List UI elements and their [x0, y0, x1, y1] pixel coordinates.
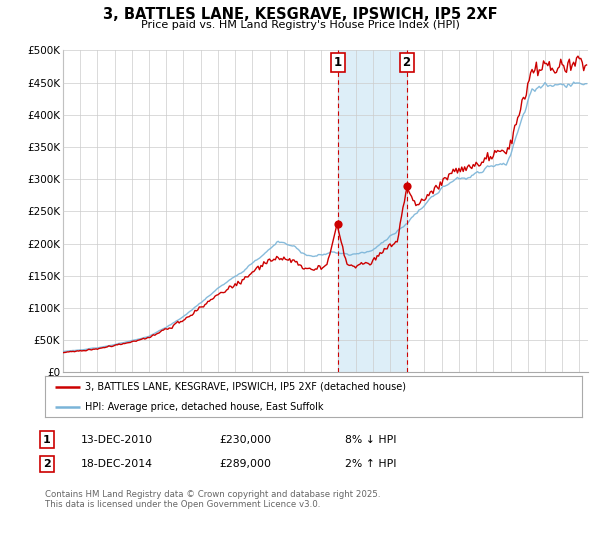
Text: £230,000: £230,000	[219, 435, 271, 445]
Text: £289,000: £289,000	[219, 459, 271, 469]
Text: 3, BATTLES LANE, KESGRAVE, IPSWICH, IP5 2XF: 3, BATTLES LANE, KESGRAVE, IPSWICH, IP5 …	[103, 7, 497, 22]
Text: 2: 2	[403, 55, 410, 68]
Text: 13-DEC-2010: 13-DEC-2010	[81, 435, 153, 445]
Text: 18-DEC-2014: 18-DEC-2014	[81, 459, 153, 469]
Text: 1: 1	[334, 55, 341, 68]
Text: 2: 2	[43, 459, 50, 469]
Text: Price paid vs. HM Land Registry's House Price Index (HPI): Price paid vs. HM Land Registry's House …	[140, 20, 460, 30]
Text: Contains HM Land Registry data © Crown copyright and database right 2025.
This d: Contains HM Land Registry data © Crown c…	[45, 490, 380, 510]
Bar	[338, 50, 407, 372]
Text: HPI: Average price, detached house, East Suffolk: HPI: Average price, detached house, East…	[85, 402, 324, 412]
Text: 2% ↑ HPI: 2% ↑ HPI	[345, 459, 397, 469]
Point	[402, 182, 412, 191]
Text: 1: 1	[43, 435, 50, 445]
Text: 3, BATTLES LANE, KESGRAVE, IPSWICH, IP5 2XF (detached house): 3, BATTLES LANE, KESGRAVE, IPSWICH, IP5 …	[85, 382, 406, 392]
Text: 8% ↓ HPI: 8% ↓ HPI	[345, 435, 397, 445]
Point	[333, 220, 343, 229]
